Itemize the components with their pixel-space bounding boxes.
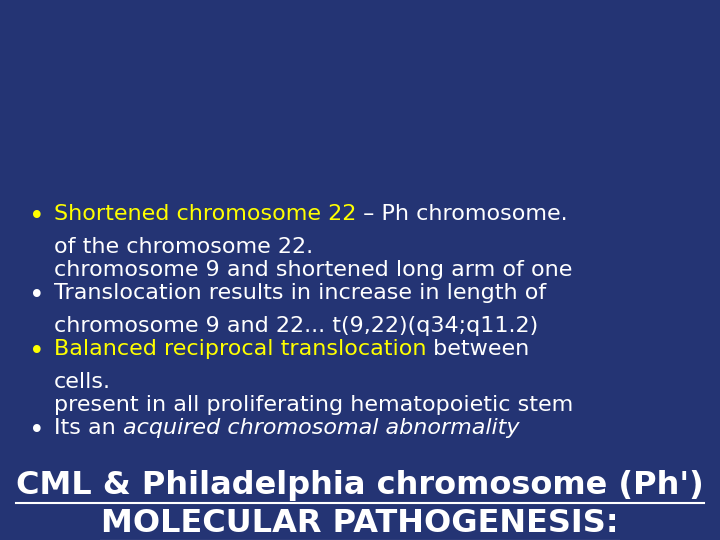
Text: chromosome 9 and 22... t(9,22)(q34;q11.2): chromosome 9 and 22... t(9,22)(q34;q11.2… [54, 315, 539, 335]
Text: chromosome 9 and shortened long arm of one: chromosome 9 and shortened long arm of o… [54, 260, 572, 280]
Text: •: • [29, 282, 45, 308]
Text: cells.: cells. [54, 372, 111, 392]
Text: •: • [29, 204, 45, 230]
Text: Translocation results in increase in length of: Translocation results in increase in len… [54, 282, 546, 302]
Text: between: between [426, 339, 530, 359]
Text: CML & Philadelphia chromosome (Ph'): CML & Philadelphia chromosome (Ph') [16, 470, 704, 501]
Text: MOLECULAR PATHOGENESIS:: MOLECULAR PATHOGENESIS: [102, 508, 618, 538]
Text: Its an: Its an [54, 417, 123, 437]
Text: •: • [29, 417, 45, 443]
Text: present in all proliferating hematopoietic stem: present in all proliferating hematopoiet… [54, 395, 573, 415]
Text: Shortened chromosome 22: Shortened chromosome 22 [54, 204, 356, 224]
Text: of the chromosome 22.: of the chromosome 22. [54, 237, 313, 256]
Text: – Ph chromosome.: – Ph chromosome. [356, 204, 568, 224]
Text: acquired chromosomal abnormality: acquired chromosomal abnormality [123, 417, 519, 437]
Text: Balanced reciprocal translocation: Balanced reciprocal translocation [54, 339, 426, 359]
Text: •: • [29, 339, 45, 364]
